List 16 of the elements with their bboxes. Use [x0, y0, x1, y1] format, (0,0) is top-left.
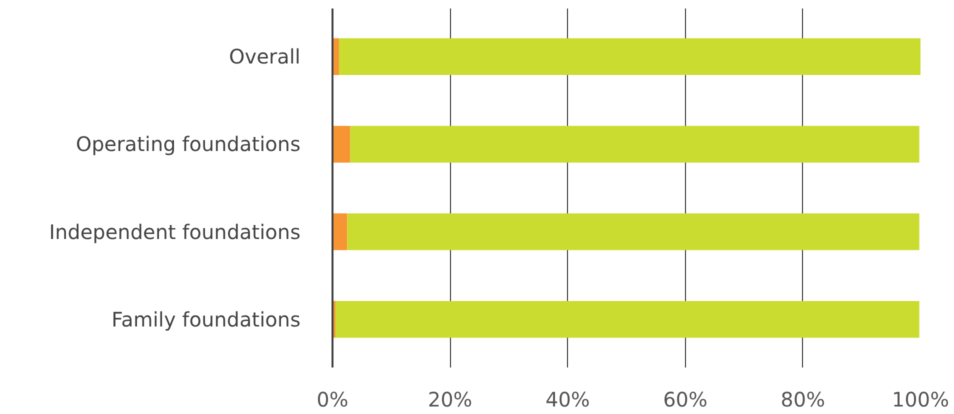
bar: [338, 38, 920, 76]
y-tick-label: Family foundations: [111, 307, 301, 332]
y-tick-label: Independent foundations: [49, 220, 300, 244]
bar: [335, 300, 920, 338]
x-tick-label: 100%: [892, 388, 950, 412]
x-tick-label: 0%: [316, 388, 348, 412]
x-tick-label: 60%: [663, 388, 708, 412]
bar: [332, 126, 350, 163]
bar: [350, 126, 920, 163]
x-tick-label: 80%: [780, 388, 826, 412]
y-tick-label: Overall: [229, 44, 301, 69]
y-tick-label: Operating foundations: [76, 132, 301, 156]
bar: [347, 213, 920, 250]
x-tick-label: 20%: [428, 388, 472, 412]
bar: [332, 213, 348, 250]
x-tick-label: 40%: [545, 388, 590, 412]
